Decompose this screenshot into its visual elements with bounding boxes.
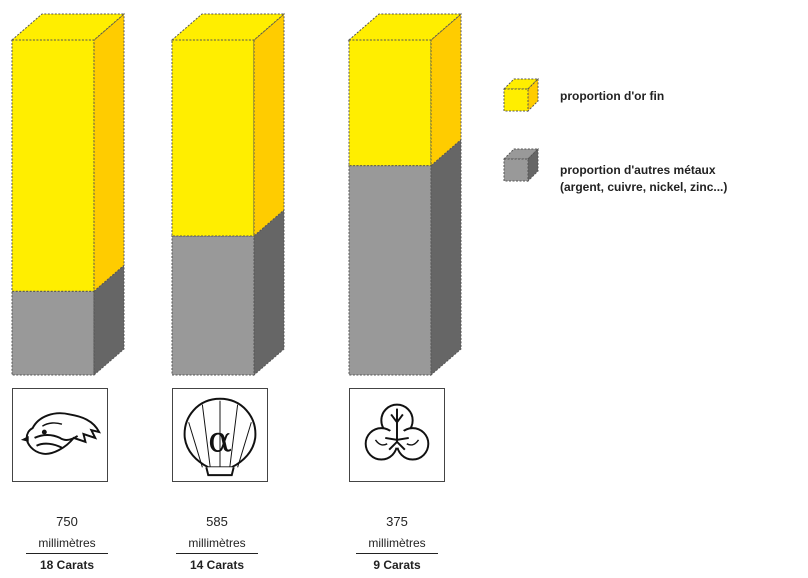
hallmark-9-carats (349, 388, 445, 482)
bar-segment-gold-top (347, 13, 463, 41)
legend-label-line1: proportion d'autres métaux (560, 163, 716, 177)
bar-segment-gold-top (170, 13, 286, 41)
hallmark-14-carats: α (172, 388, 268, 482)
carat-label: 9 Carats (373, 558, 421, 572)
legend-label-line1: proportion d'or fin (560, 89, 665, 103)
caption-18-carats: 750 millimètres 18 Carats (12, 514, 122, 572)
bar-segment-other-metals-front (171, 235, 255, 376)
shell-alpha-icon: α (183, 397, 257, 477)
bar-group (170, 12, 286, 377)
fineness-unit: millimètres (38, 536, 96, 550)
bar-group (10, 12, 126, 377)
bar-segment-gold-top (10, 13, 126, 41)
carat-label: 18 Carats (39, 558, 95, 572)
caption-divider (176, 553, 258, 554)
legend-label-line2: (argent, cuivre, nickel, zinc...) (560, 180, 728, 194)
bar-segment-other-metals-side (430, 138, 462, 377)
legend-item-gold: proportion d'or fin (502, 78, 664, 112)
gold-swatch-icon (502, 78, 540, 112)
swatch-front (503, 88, 529, 112)
fineness-value: 375 (386, 514, 408, 529)
trefoil-icon (364, 403, 430, 461)
legend-label: proportion d'autres métaux (argent, cuiv… (560, 162, 727, 196)
bars-layer (10, 12, 463, 377)
bar-segment-gold-side (93, 12, 125, 293)
fineness-unit: millimètres (368, 536, 426, 550)
metal-swatch-icon (502, 148, 540, 182)
bar-segment-other-metals-front (11, 290, 95, 376)
caption-14-carats: 585 millimètres 14 Carats (162, 514, 272, 572)
carat-label: 14 Carats (189, 558, 245, 572)
bar-segment-gold-front (348, 39, 432, 167)
caption-divider (26, 553, 108, 554)
caption-divider (356, 553, 438, 554)
swatch-front (503, 158, 529, 182)
svg-text:α: α (208, 420, 232, 461)
bar-segment-other-metals-front (348, 165, 432, 376)
fineness-value: 585 (206, 514, 228, 529)
hallmark-18-carats (12, 388, 108, 482)
fineness-value: 750 (56, 514, 78, 529)
bar-group (347, 12, 463, 377)
eagle-head-icon (20, 412, 101, 455)
bar-segment-gold-side (253, 12, 285, 238)
fineness-unit: millimètres (188, 536, 246, 550)
caption-9-carats: 375 millimètres 9 Carats (342, 514, 452, 572)
legend-item-other-metals: proportion d'autres métaux (argent, cuiv… (502, 148, 727, 196)
legend-label: proportion d'or fin (560, 88, 664, 105)
bar-segment-gold-front (11, 39, 95, 292)
bar-segment-gold-front (171, 39, 255, 237)
bar-segment-other-metals-side (253, 208, 285, 377)
